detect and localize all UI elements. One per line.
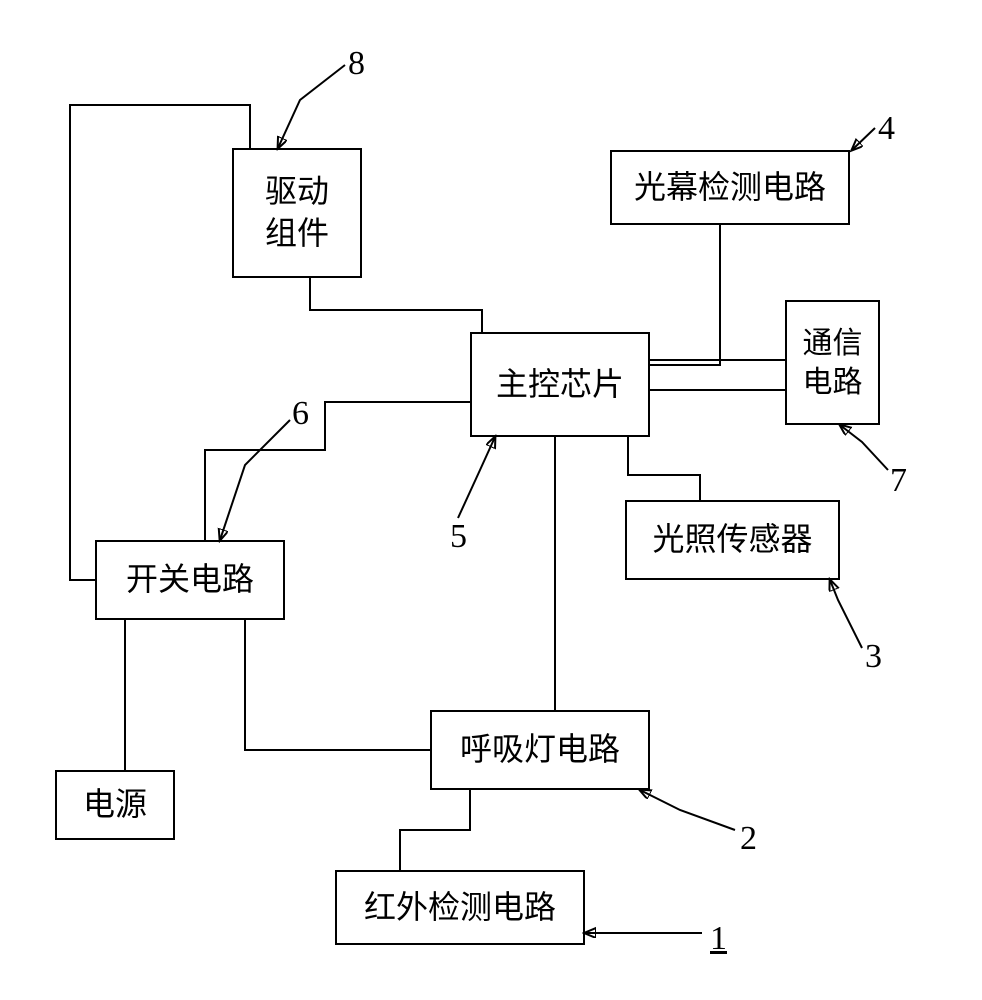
node-switch-circuit: 开关电路: [95, 540, 285, 620]
label-1: 1: [710, 920, 727, 958]
node-light-sensor: 光照传感器: [625, 500, 840, 580]
node-drive-assembly: 驱动组件: [232, 148, 362, 278]
label-8: 8: [348, 45, 365, 83]
node-ir-detect: 红外检测电路: [335, 870, 585, 945]
node-power: 电源: [55, 770, 175, 840]
label-5: 5: [450, 518, 467, 556]
node-main-chip: 主控芯片: [470, 332, 650, 437]
node-comm-circuit: 通信电路: [785, 300, 880, 425]
node-light-curtain: 光幕检测电路: [610, 150, 850, 225]
label-2: 2: [740, 820, 757, 858]
label-7: 7: [890, 462, 907, 500]
node-breath-led: 呼吸灯电路: [430, 710, 650, 790]
label-4: 4: [878, 110, 895, 148]
label-6: 6: [292, 395, 309, 433]
label-3: 3: [865, 638, 882, 676]
